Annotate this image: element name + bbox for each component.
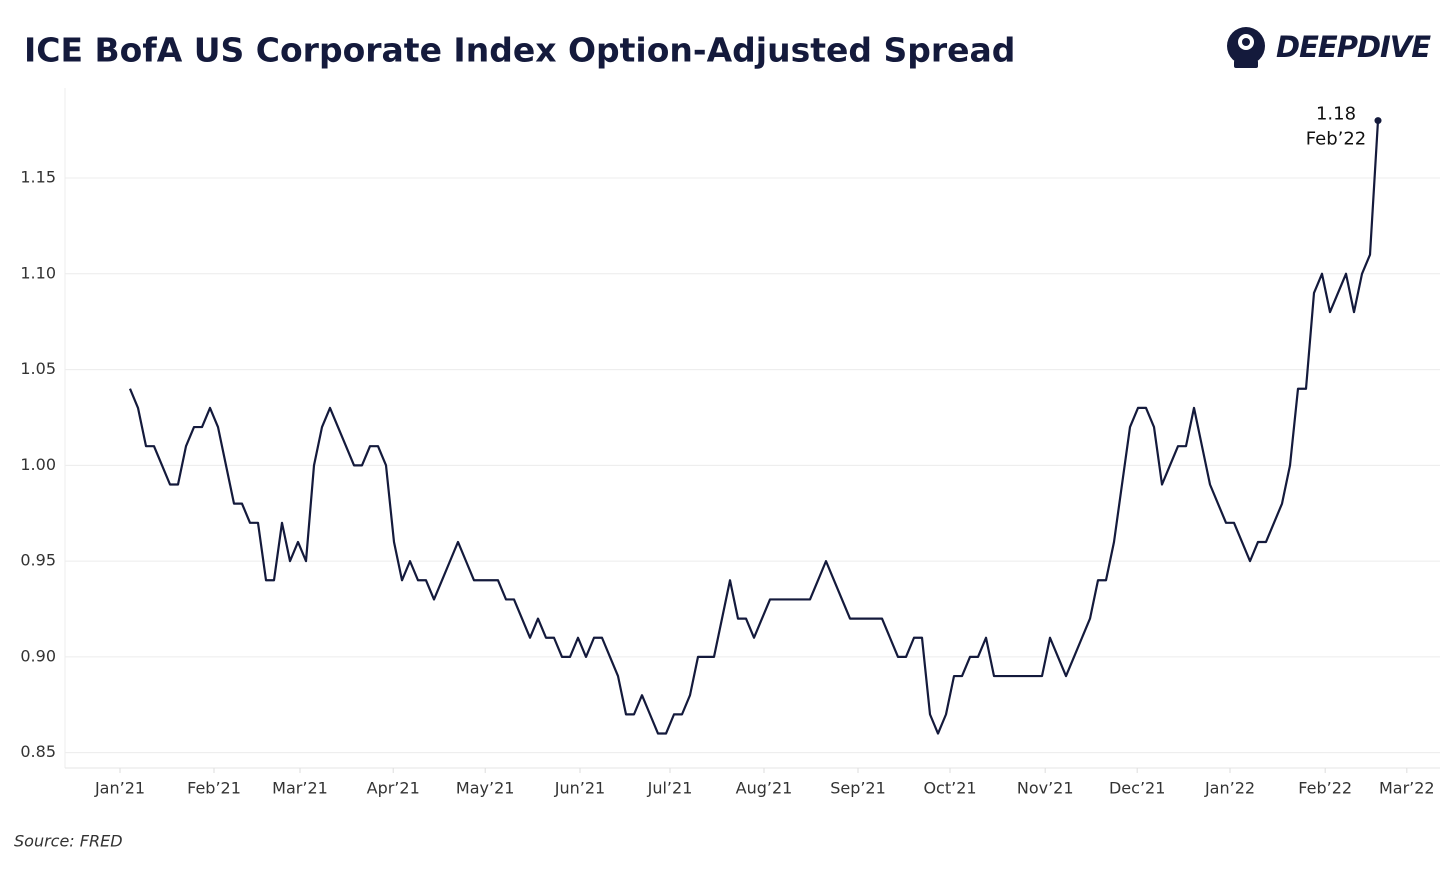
x-tick-label: Sep’21 — [830, 779, 886, 798]
x-tick-label: Jan’21 — [94, 779, 145, 798]
x-tick-label: Mar’22 — [1379, 779, 1435, 798]
y-tick-label: 0.95 — [20, 551, 56, 570]
y-tick-label: 1.05 — [20, 359, 56, 378]
x-tick-label: Jul’21 — [647, 779, 693, 798]
x-tick-label: Dec’21 — [1109, 779, 1165, 798]
annotation: Feb’22 — [1306, 129, 1367, 150]
x-tick-label: Oct’21 — [923, 779, 976, 798]
x-tick-label: Feb’22 — [1298, 779, 1352, 798]
annotation: 1.18 — [1316, 104, 1356, 125]
y-tick-label: 1.10 — [20, 263, 56, 282]
line-series — [128, 120, 1380, 735]
x-tick-label: Aug’21 — [736, 779, 793, 798]
x-tick-label: Apr’21 — [367, 779, 420, 798]
x-tick-label: May’21 — [456, 779, 515, 798]
end-point — [1374, 117, 1382, 125]
y-tick-label: 0.90 — [20, 646, 56, 665]
brand: DEEPDIVE — [1276, 30, 1431, 64]
x-tick-label: Feb’21 — [187, 779, 241, 798]
x-tick-label: Mar’21 — [272, 779, 328, 798]
chart-title: ICE BofA US Corporate Index Option-Adjus… — [24, 31, 1015, 70]
x-tick-label: Nov’21 — [1017, 779, 1074, 798]
y-tick-label: 0.85 — [20, 742, 56, 761]
source: Source: FRED — [14, 832, 123, 851]
y-tick-label: 1.15 — [20, 168, 56, 187]
x-tick-label: Jun’21 — [554, 779, 605, 798]
y-tick-label: 1.00 — [20, 455, 56, 474]
logo-icon — [1227, 27, 1265, 68]
x-tick-label: Jan’22 — [1204, 779, 1255, 798]
